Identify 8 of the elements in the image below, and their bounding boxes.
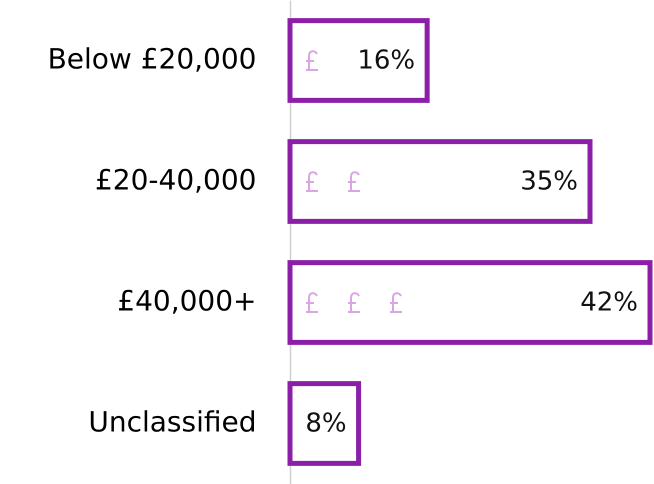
- data-label: 42%: [580, 288, 638, 318]
- y-tick-label: £40,000+: [117, 284, 256, 318]
- data-label: 35%: [520, 166, 578, 196]
- data-label: 16%: [357, 46, 416, 76]
- data-label: 8%: [305, 408, 347, 438]
- y-tick-label: £20-40,000: [94, 164, 256, 196]
- y-tick-label: Unclassified: [88, 406, 256, 438]
- y-tick-label: Below £20,000: [48, 42, 256, 76]
